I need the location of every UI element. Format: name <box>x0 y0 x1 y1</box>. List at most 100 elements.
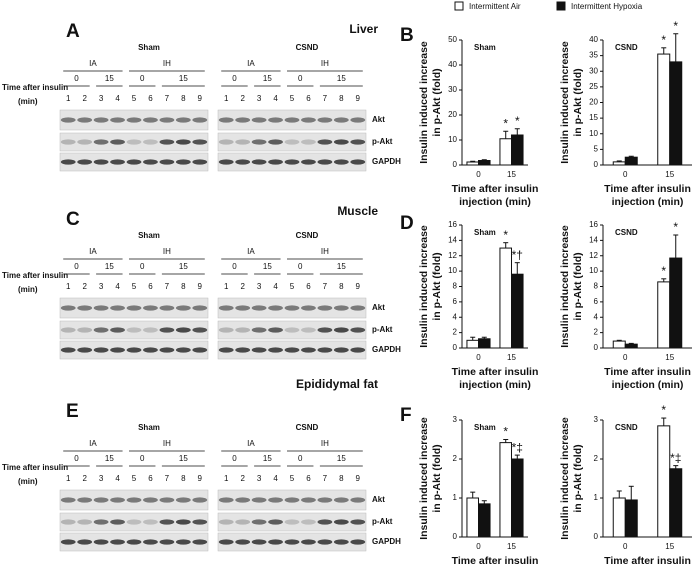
blot-band <box>110 327 125 333</box>
y-tick-label: 1 <box>453 493 458 502</box>
blot-band <box>143 305 158 311</box>
blot-band <box>301 519 316 525</box>
bar <box>478 160 491 166</box>
blot-band <box>60 305 76 311</box>
blot-band <box>284 139 300 145</box>
y-tick-label: 0 <box>594 343 599 352</box>
y-tick-label: 12 <box>448 251 457 260</box>
lane-number: 6 <box>306 94 311 103</box>
x-axis-label: Time after insulin <box>604 183 691 195</box>
time-value: 15 <box>337 454 346 463</box>
lane-number: 8 <box>339 474 344 483</box>
blot-band <box>235 539 251 545</box>
blot-band <box>251 327 267 333</box>
blot-band <box>77 497 93 503</box>
lane-number: 5 <box>290 474 295 483</box>
blot-band <box>175 519 191 525</box>
blot-band <box>268 327 283 333</box>
chart-title: CSND <box>615 423 638 432</box>
blot-band <box>218 327 234 333</box>
blot-band <box>110 159 125 165</box>
blot-band <box>301 139 316 145</box>
blot-band <box>301 347 316 353</box>
y-tick-label: 15 <box>589 113 598 122</box>
condition-label: IA <box>89 247 97 256</box>
time-value: 0 <box>74 74 79 83</box>
blot-band <box>350 497 366 503</box>
x-tick-label: 0 <box>623 353 628 362</box>
blot-band <box>333 519 349 525</box>
time-value: 15 <box>179 74 188 83</box>
y-tick-label: 30 <box>589 66 598 75</box>
lane-number: 1 <box>66 474 71 483</box>
time-value: 0 <box>74 262 79 271</box>
y-tick-label: 20 <box>589 98 598 107</box>
y-axis-label: in p-Akt (fold) <box>572 252 584 320</box>
bar <box>511 458 524 538</box>
lane-number: 5 <box>132 474 137 483</box>
blot-band <box>350 305 366 311</box>
lane-number: 8 <box>181 474 186 483</box>
blot-band <box>235 139 251 145</box>
time-label: Time after insulin <box>2 271 68 280</box>
lane-number: 9 <box>198 94 203 103</box>
annotation: * <box>503 425 508 439</box>
y-axis-label: in p-Akt (fold) <box>431 68 443 136</box>
y-tick-label: 2 <box>594 328 599 337</box>
y-tick-label: 10 <box>589 266 598 275</box>
lane-number: 5 <box>290 94 295 103</box>
blot-band <box>301 305 316 311</box>
blot-band <box>268 117 283 123</box>
blot-band <box>350 327 366 333</box>
bar <box>624 343 638 349</box>
blot-band <box>218 347 234 353</box>
blot-band <box>175 539 191 545</box>
condition-label: IH <box>163 247 171 256</box>
x-axis-label: injection (min) <box>612 379 684 391</box>
blot-band <box>143 117 158 123</box>
y-tick-label: 4 <box>594 312 599 321</box>
blot-band <box>301 497 316 503</box>
y-tick-label: 3 <box>594 415 599 424</box>
condition-label: IA <box>89 439 97 448</box>
blot-band <box>159 497 175 503</box>
blot-band <box>218 117 234 123</box>
bar <box>499 442 513 538</box>
blot-band <box>218 519 234 525</box>
blot-band <box>175 139 191 145</box>
blot-band <box>268 139 283 145</box>
blot-band <box>333 327 349 333</box>
tissue-title: Liver <box>349 22 378 36</box>
panel-letter: C <box>66 209 80 230</box>
blot-band <box>93 305 109 311</box>
blot-band <box>143 159 158 165</box>
x-axis-label: injection (min) <box>459 196 531 208</box>
lane-number: 5 <box>132 282 137 291</box>
blot-band <box>235 519 251 525</box>
blot-band <box>159 305 175 311</box>
x-tick-label: 0 <box>623 542 628 551</box>
bar <box>669 257 683 349</box>
lane-number: 6 <box>148 474 153 483</box>
lane-number: 4 <box>273 474 278 483</box>
blot-band <box>192 305 208 311</box>
x-axis-label: injection (min) <box>612 196 684 208</box>
y-tick-label: 10 <box>448 266 457 275</box>
annotation: * <box>673 220 678 234</box>
blot-band <box>60 327 76 333</box>
y-tick-label: 0 <box>594 532 599 541</box>
lane-number: 7 <box>165 282 170 291</box>
condition-label: IH <box>321 439 329 448</box>
bar <box>466 339 480 349</box>
blot-band <box>60 139 76 145</box>
lane-number: 3 <box>257 94 262 103</box>
blot-band <box>284 327 300 333</box>
condition-label: IH <box>321 247 329 256</box>
annotation: * <box>661 264 666 278</box>
lane-number: 6 <box>306 474 311 483</box>
chart-title: Sham <box>474 43 496 52</box>
blot-band <box>350 347 366 353</box>
blot-band <box>110 139 125 145</box>
blot-band <box>235 327 251 333</box>
time-value: 15 <box>263 262 272 271</box>
